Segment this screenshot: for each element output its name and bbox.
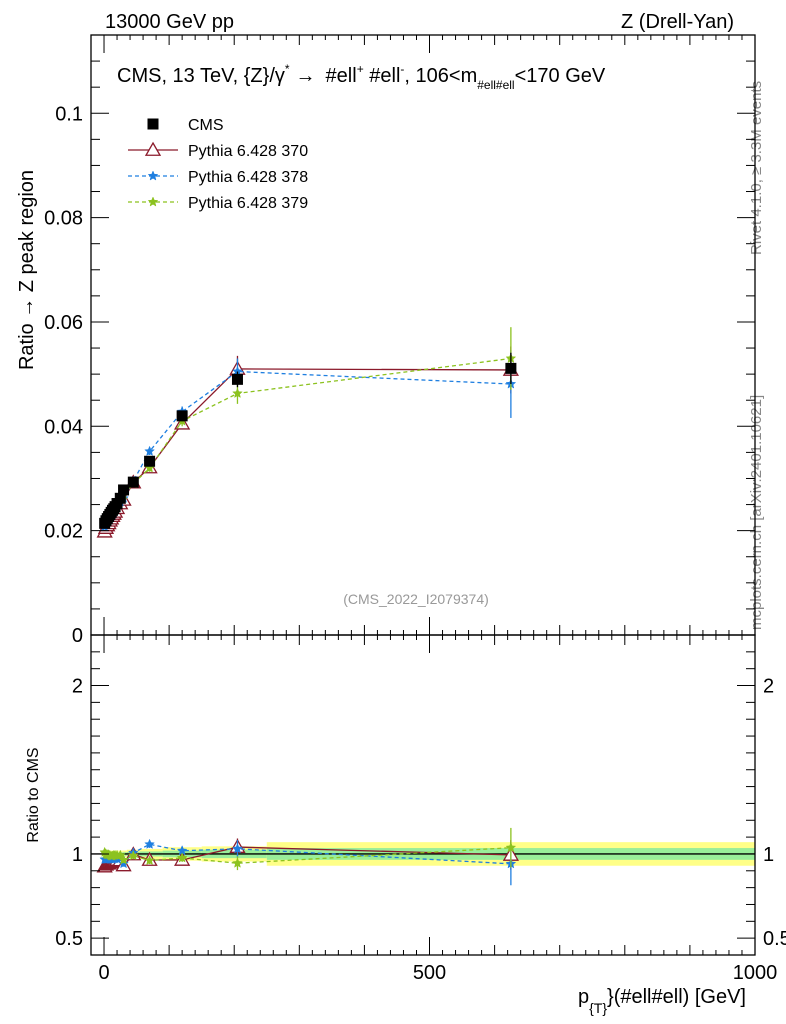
ratio-point — [505, 842, 517, 853]
y-tick-label: 0.08 — [44, 208, 83, 230]
data-point — [127, 476, 139, 488]
legend-marker — [147, 170, 159, 181]
x-tick-label: 500 — [413, 962, 446, 984]
ratio-point — [118, 854, 129, 865]
ratio-point — [176, 852, 188, 863]
y-tick-label: 0 — [72, 625, 83, 647]
data-point — [505, 362, 517, 374]
legend-label: Pythia 6.428 378 — [188, 169, 308, 186]
y-tick-label: 0.04 — [44, 416, 83, 438]
ratio-plot-area — [91, 827, 755, 886]
x-tick-label: 0 — [98, 962, 109, 984]
y-tick-label: 0.06 — [44, 312, 83, 334]
ratio-point — [232, 857, 243, 868]
y-axis-label: Ratio → Z peak region — [16, 170, 38, 370]
title-arrow: → — [296, 65, 316, 87]
legend-label: Pythia 6.428 379 — [188, 195, 308, 212]
x-label-rest: }(#ell#ell) [GeV] — [607, 986, 746, 1008]
title-range-sub: #ell#ell — [477, 78, 514, 92]
legend-marker — [147, 196, 159, 207]
data-point — [231, 373, 243, 385]
x-label-p: p — [578, 986, 589, 1008]
ratio-y-tick-label-right: 2 — [763, 676, 774, 698]
legend-label: CMS — [188, 117, 224, 134]
title-ell1: #ell — [326, 65, 357, 87]
series-point — [232, 387, 243, 399]
x-axis-label: p{T}}(#ell#ell) [GeV] — [578, 986, 746, 1016]
series-point — [144, 445, 155, 456]
header-right-label: Z (Drell-Yan) — [621, 11, 734, 33]
main-plot-area — [96, 327, 520, 538]
analysis-watermark: (CMS_2022_I2079374) — [343, 591, 489, 607]
chart-title: CMS, 13 TeV, {Z}/γ* → #ell+ #ell-, 106<m#e… — [117, 62, 606, 92]
ratio-y-tick-label: 2 — [72, 676, 83, 698]
series-line — [104, 370, 511, 528]
x-label-sub: {T} — [589, 1000, 607, 1016]
ratio-y-tick-label: 1 — [72, 844, 83, 866]
y-tick-label: 0.1 — [55, 103, 83, 125]
ratio-point — [144, 838, 155, 849]
series-line — [104, 357, 511, 523]
title-prefix: CMS, 13 TeV, {Z}/γ — [117, 65, 285, 87]
data-point — [144, 455, 156, 467]
title-minus: - — [400, 62, 404, 76]
x-tick-label: 1000 — [733, 962, 778, 984]
legend-marker — [144, 141, 162, 156]
ratio-point — [144, 854, 155, 866]
title-range-end: <170 GeV — [515, 65, 606, 87]
ratio-point — [127, 850, 139, 861]
title-range-start: , 106<m — [404, 65, 477, 87]
y-tick-label: 0.02 — [44, 521, 83, 543]
legend: CMS Pythia 6.428 370 Pythia 6.428 378 Pythi… — [128, 117, 308, 212]
data-point — [118, 484, 130, 496]
mcplots-label: mcplots.cern.ch [arXiv:2401.10621] — [748, 395, 765, 630]
axes: 0 500 1000 0 0.02 0.04 0.06 0.08 0.1 0.5 0.5 1 1 2 2 — [44, 34, 786, 984]
ratio-frame — [90, 634, 756, 956]
header-left-label: 13000 GeV pp — [105, 11, 234, 33]
ratio-y-tick-label-right: 1 — [763, 844, 774, 866]
title-star: * — [285, 62, 290, 76]
series-line — [104, 368, 511, 532]
ratio-y-tick-label: 0.5 — [55, 928, 83, 950]
ratio-point — [118, 857, 129, 869]
ratio-y-tick-label-right: 0.5 — [763, 928, 786, 950]
legend-marker — [147, 118, 159, 130]
ratio-y-axis-label: Ratio to CMS — [25, 747, 42, 842]
data-point — [176, 410, 188, 422]
ratio-point — [232, 843, 243, 854]
rivet-label: Rivet 4.1.0, ≥ 3.3M events — [748, 81, 765, 255]
legend-label: Pythia 6.428 370 — [188, 143, 308, 160]
data-point — [114, 492, 126, 504]
title-plus: + — [357, 62, 364, 76]
title-ell2: #ell — [364, 65, 401, 87]
